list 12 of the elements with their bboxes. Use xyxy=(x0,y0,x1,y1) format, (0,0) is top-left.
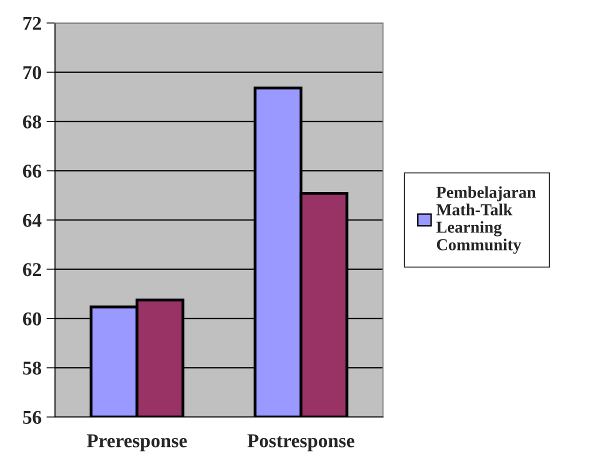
y-tick-label: 60 xyxy=(23,312,42,326)
y-tick-label: 68 xyxy=(23,115,42,128)
y-tick-label: 64 xyxy=(23,214,42,227)
x-tick-label: Postresponse xyxy=(247,434,354,452)
y-tick-label: 72 xyxy=(23,16,41,30)
y-tick-label: 66 xyxy=(23,164,42,178)
y-tick-label: 56 xyxy=(23,410,42,424)
legend-label: Pembelajaran Math-Talk Learning Community xyxy=(436,186,536,254)
y-tick-label: 62 xyxy=(23,263,41,276)
y-tick-label: 70 xyxy=(23,66,42,80)
y-tick-label: 58 xyxy=(23,362,42,375)
x-tick-label: Preresponse xyxy=(86,434,187,452)
